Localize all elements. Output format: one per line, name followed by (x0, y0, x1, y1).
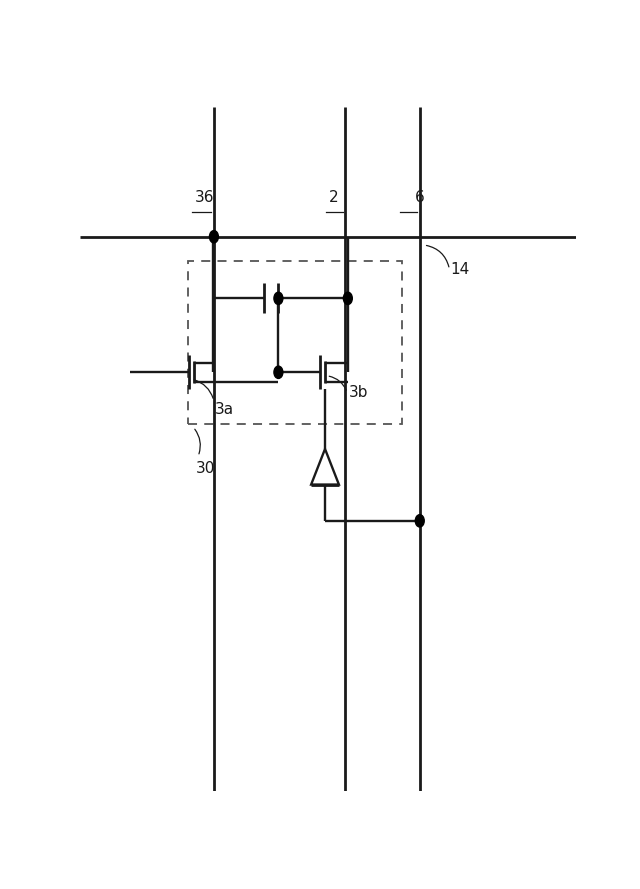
Text: 30: 30 (196, 461, 215, 477)
Text: 3a: 3a (215, 403, 234, 418)
Circle shape (274, 292, 283, 305)
Text: 2: 2 (329, 189, 339, 204)
Text: 14: 14 (451, 262, 470, 277)
Text: 6: 6 (415, 189, 424, 204)
Circle shape (415, 515, 424, 527)
Text: 3b: 3b (348, 385, 368, 400)
Text: 36: 36 (195, 189, 214, 204)
Circle shape (209, 230, 218, 243)
Circle shape (274, 366, 283, 379)
Circle shape (344, 292, 352, 305)
